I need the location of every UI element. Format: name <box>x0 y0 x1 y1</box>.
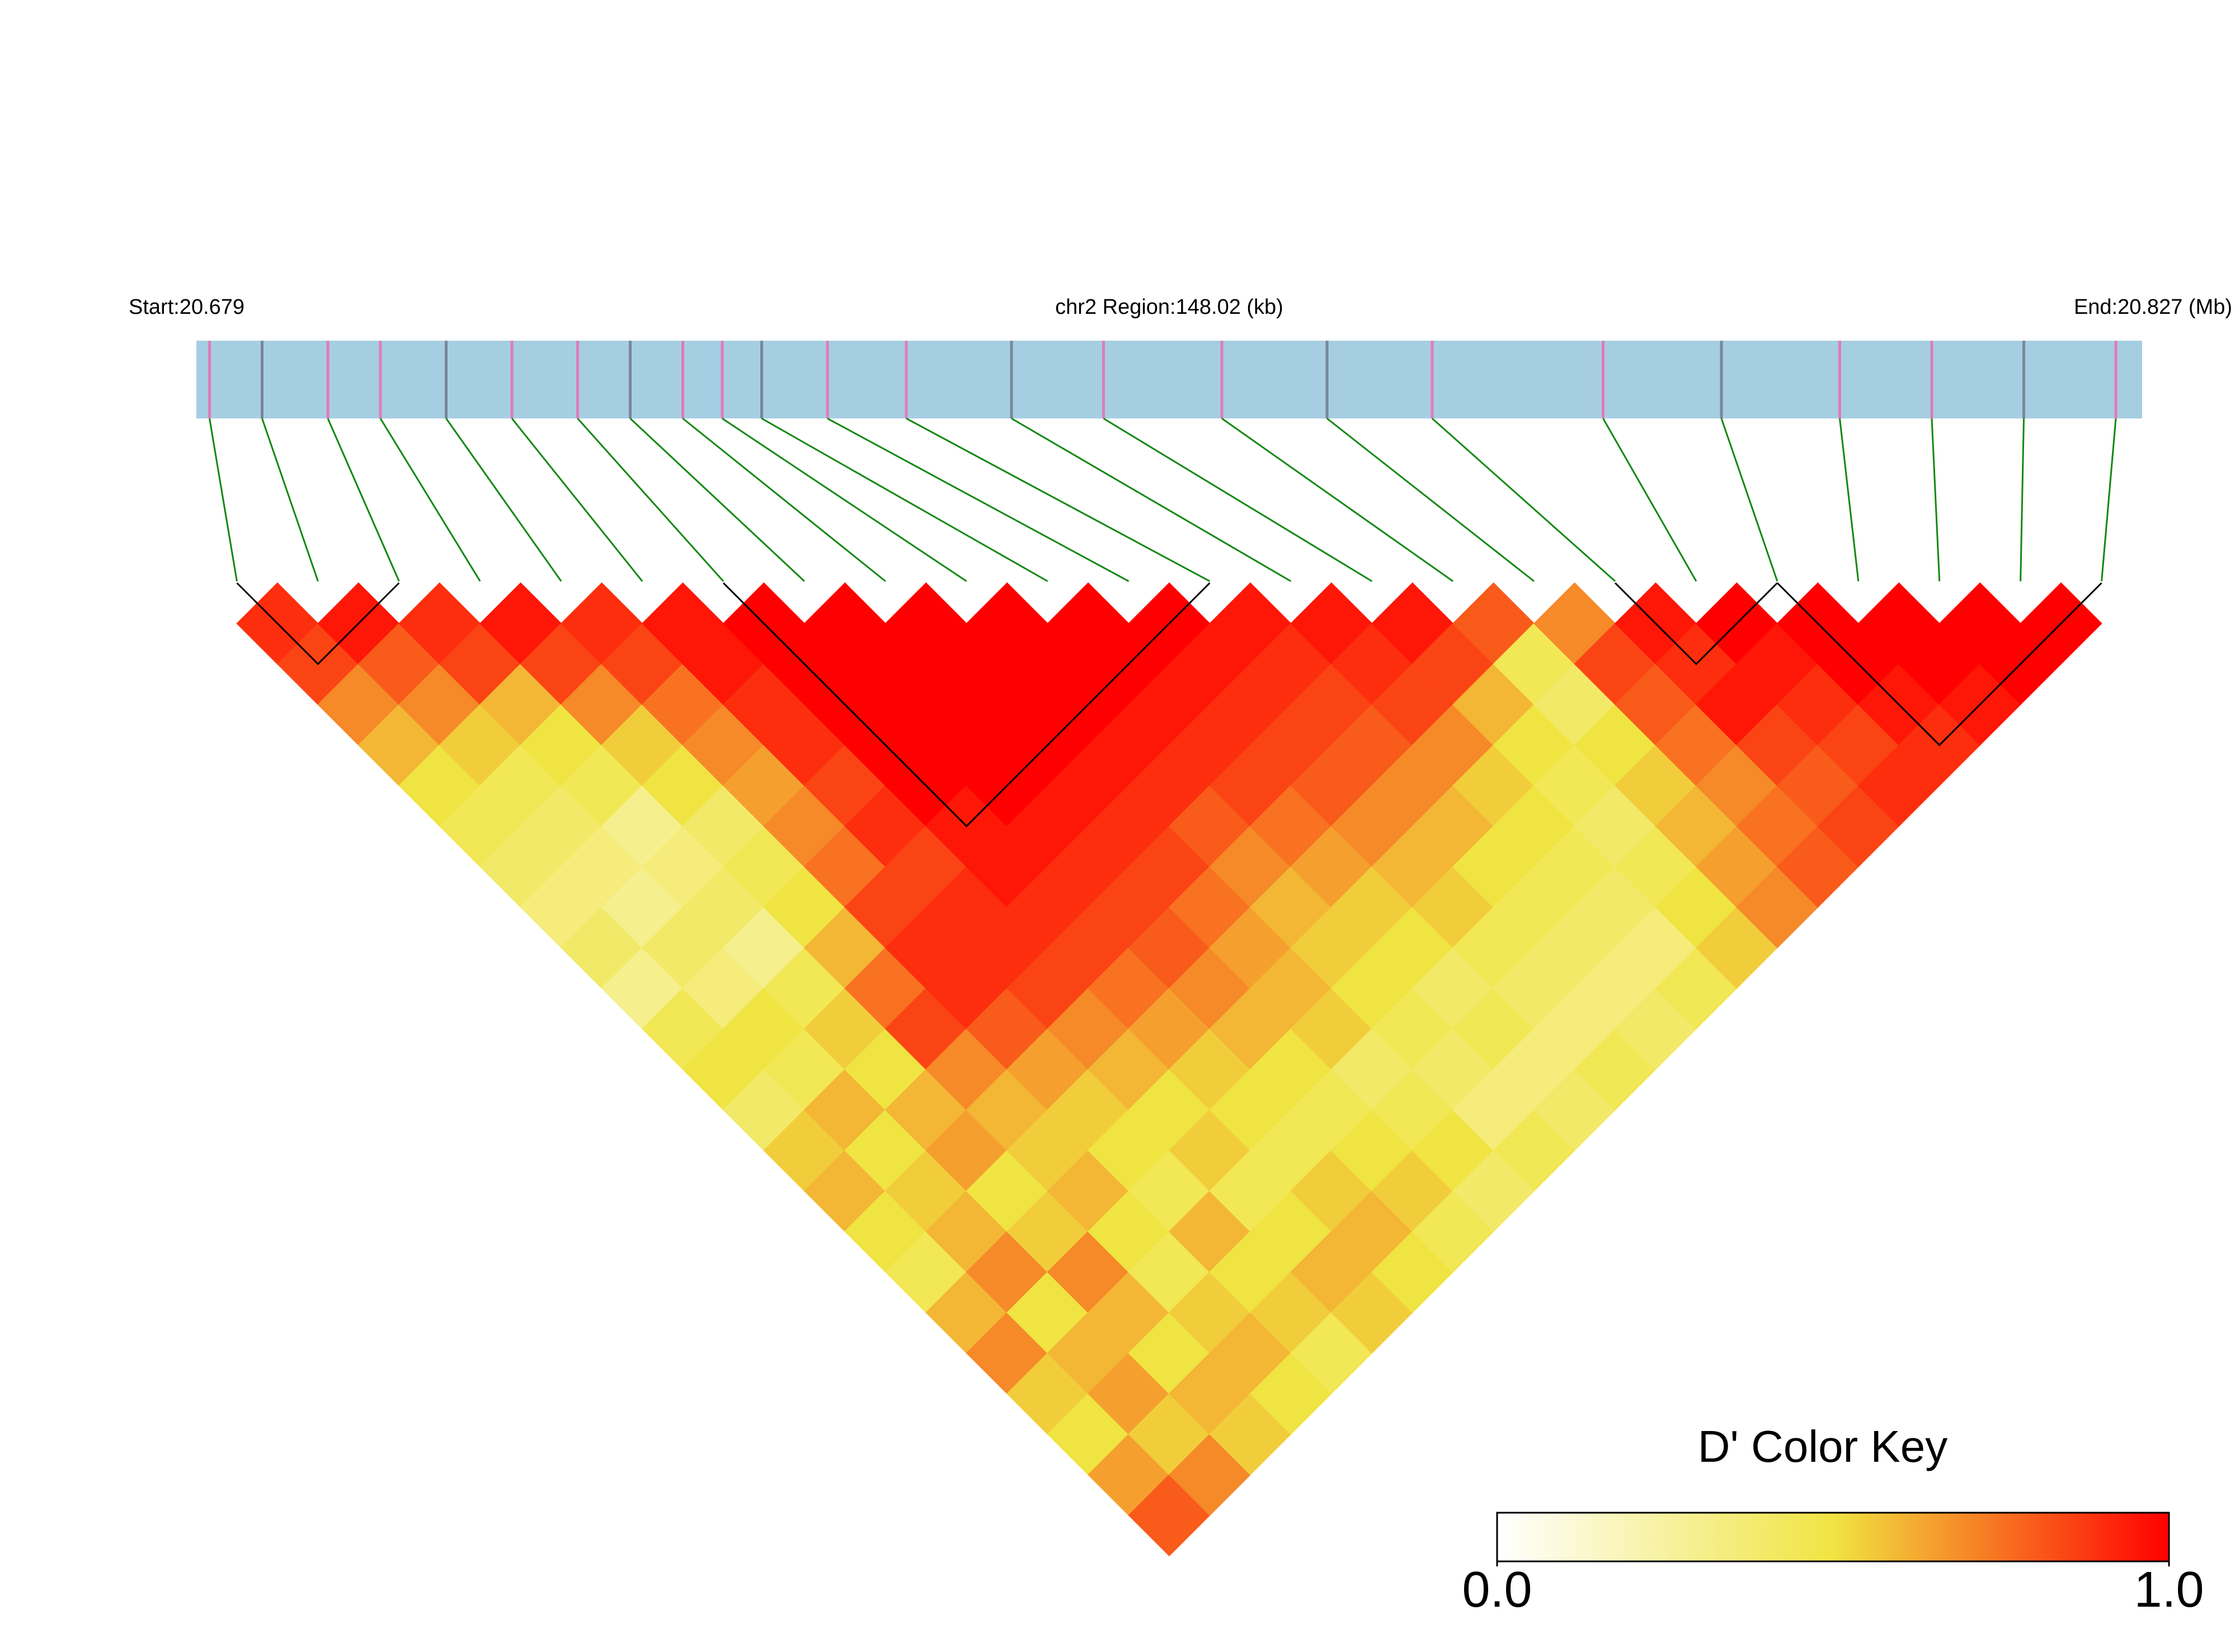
legend-title: D' Color Key <box>1698 1422 1948 1471</box>
snp-connector <box>682 417 886 582</box>
snp-connector <box>209 418 238 582</box>
snp-connector <box>1011 417 1292 582</box>
key-tick-label: 0.0 <box>1462 1562 1532 1618</box>
ld-block <box>1776 582 2102 746</box>
snp-connector <box>2020 418 2025 582</box>
ld-block <box>236 582 400 666</box>
snp-connector <box>1103 417 1373 582</box>
snp-connector <box>827 417 1130 582</box>
snp-connector <box>722 417 967 582</box>
snp-connector <box>1720 418 1778 582</box>
snp-connector <box>445 418 562 582</box>
start-label: Start:20.679 <box>129 295 244 319</box>
snp-connector <box>327 418 400 582</box>
color-key <box>1496 1512 2170 1562</box>
snp-connector <box>261 418 319 582</box>
snp-connector <box>1326 417 1535 582</box>
snp-connector <box>629 417 805 582</box>
region-bar <box>196 341 2142 418</box>
snp-connector <box>1931 418 1941 582</box>
snp-connector <box>1432 417 1616 582</box>
snp-connector <box>1602 418 1697 582</box>
snp-connector <box>577 417 724 582</box>
snp-connector <box>1221 417 1454 582</box>
snp-connector <box>761 417 1048 582</box>
snp-connector <box>1839 418 1860 582</box>
ld-block <box>722 582 1211 827</box>
snp-connector <box>2101 418 2117 582</box>
snp-connector <box>906 417 1211 582</box>
end-label: End:20.827 (Mb) <box>2074 295 2232 319</box>
snp-connector <box>379 418 481 582</box>
snp-connector <box>511 418 643 582</box>
ld-block <box>1614 582 1778 666</box>
chart-title: chr2 Region:148.02 (kb) <box>1055 295 1283 319</box>
key-tick-label: 1.0 <box>2134 1562 2204 1618</box>
